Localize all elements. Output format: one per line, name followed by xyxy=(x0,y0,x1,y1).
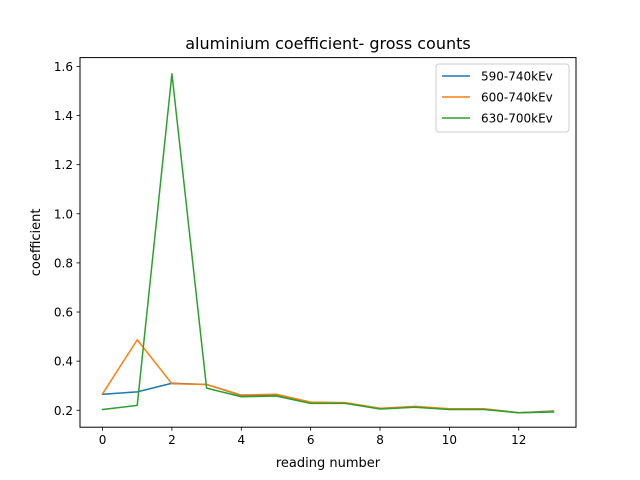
x-tick-label: 8 xyxy=(376,433,384,447)
series-line-2 xyxy=(101,339,555,414)
y-tick-label: 0.8 xyxy=(54,256,73,270)
legend: 590-740kEv 600-740kEv 630-700kEv xyxy=(435,63,570,133)
legend-items: 590-740kEv 600-740kEv 630-700kEv xyxy=(442,70,553,126)
series-line-3 xyxy=(101,73,555,414)
x-tick-label: 12 xyxy=(511,433,526,447)
y-axis-ticks: 0.2 0.4 0.6 0.8 1.0 1.2 1.4 1.6 xyxy=(54,60,80,418)
y-tick-label: 0.4 xyxy=(54,355,73,369)
x-tick-label: 6 xyxy=(307,433,315,447)
x-tick-label: 4 xyxy=(237,433,245,447)
legend-label-3: 630-700kEv xyxy=(481,112,553,126)
chart-title: aluminium coefficient- gross counts xyxy=(185,34,470,53)
y-tick-label: 0.6 xyxy=(54,306,73,320)
y-tick-label: 1.6 xyxy=(54,60,73,74)
x-tick-label: 0 xyxy=(99,433,107,447)
legend-label-2: 600-740kEv xyxy=(481,91,553,105)
legend-label-1: 590-740kEv xyxy=(481,70,553,84)
axes-frame xyxy=(79,57,577,428)
y-axis-label: coefficient xyxy=(29,209,44,277)
y-tick-label: 1.2 xyxy=(54,158,73,172)
x-tick-label: 10 xyxy=(442,433,457,447)
y-tick-label: 1.0 xyxy=(54,207,73,221)
plot-lines xyxy=(101,73,555,414)
legend-box xyxy=(435,63,570,133)
y-tick-label: 1.4 xyxy=(54,109,73,123)
x-axis-ticks: 0 2 4 6 8 10 12 xyxy=(99,427,526,447)
y-tick-label: 0.2 xyxy=(54,404,73,418)
x-tick-label: 2 xyxy=(168,433,176,447)
x-axis-label: reading number xyxy=(276,456,381,471)
